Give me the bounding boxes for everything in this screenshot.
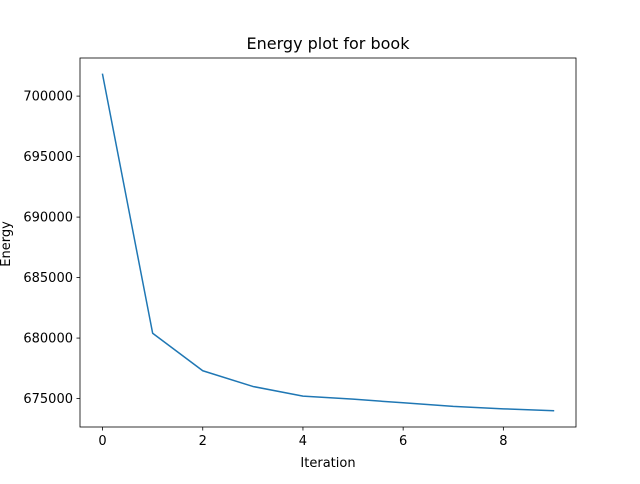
x-axis-label: Iteration (300, 456, 355, 471)
plot-area: 0 2 4 6 8 675000 680000 685000 690000 695000 70000… (23, 57, 577, 449)
axes-frame (79, 57, 577, 428)
y-tick-label: 675000 (23, 392, 73, 407)
x-tick-label: 6 (399, 434, 407, 449)
x-tick-label: 4 (299, 434, 307, 449)
y-tick-label: 700000 (23, 90, 73, 105)
y-tick-label: 680000 (23, 332, 73, 347)
y-tick-label: 685000 (23, 271, 73, 286)
y-tick-label: 690000 (23, 211, 73, 226)
y-axis-label: Energy (0, 221, 14, 267)
series-line-0 (101, 73, 555, 412)
x-tick-label: 8 (499, 434, 507, 449)
chart-title: Energy plot for book (247, 34, 411, 53)
x-tick-label: 2 (199, 434, 207, 449)
y-tick-label: 695000 (23, 150, 73, 165)
x-tick-label: 0 (98, 434, 106, 449)
